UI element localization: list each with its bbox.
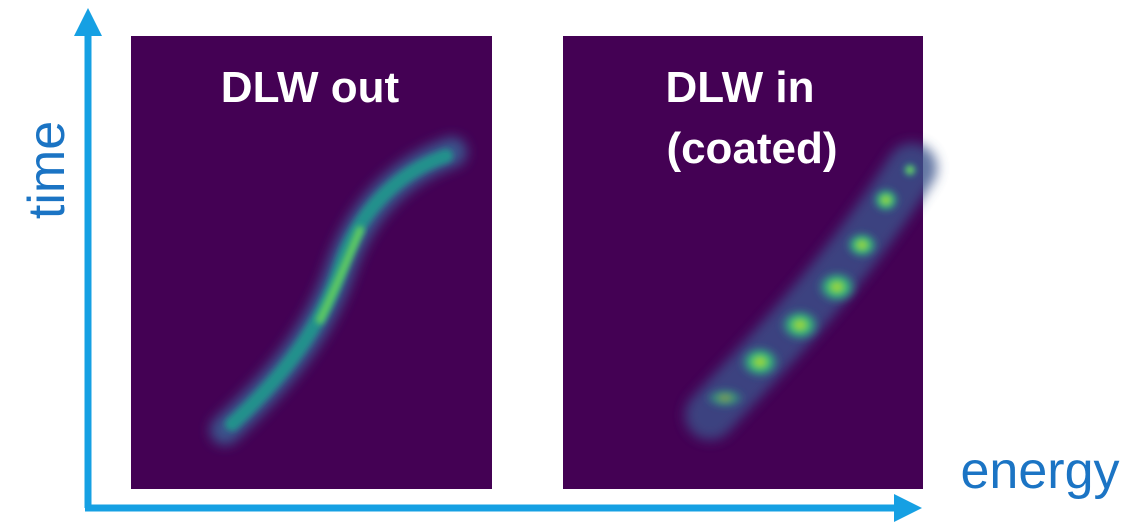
y-axis-label: time	[18, 121, 76, 219]
x-axis-arrow	[894, 494, 922, 522]
streak-core	[316, 226, 364, 324]
blob	[703, 386, 747, 410]
blob	[815, 269, 859, 305]
axes: time energy	[18, 8, 1120, 522]
panel-dlw-out: DLW out	[131, 36, 492, 489]
panel-label: DLW in	[665, 63, 814, 112]
blob	[902, 162, 918, 178]
blob	[871, 186, 901, 214]
y-axis-arrow	[74, 8, 102, 36]
image-background	[131, 36, 492, 489]
blob	[844, 230, 880, 260]
blobs	[703, 162, 918, 410]
panel-dlw-in: DLW in (coated)	[563, 36, 937, 489]
blob	[778, 307, 822, 343]
x-axis-label: energy	[961, 442, 1120, 500]
panel-label: (coated)	[666, 124, 837, 173]
blob	[738, 344, 782, 380]
panel-label: DLW out	[221, 63, 400, 112]
